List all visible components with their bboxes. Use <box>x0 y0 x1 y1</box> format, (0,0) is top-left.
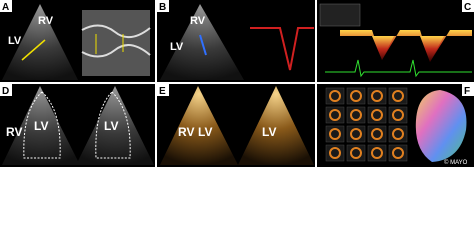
echo-fan <box>238 86 314 165</box>
m-mode-trace <box>81 44 151 58</box>
letter-box <box>462 84 474 96</box>
letter-box <box>462 0 474 12</box>
slice-ring <box>329 90 341 102</box>
slice-tile <box>367 144 387 162</box>
slice-tile <box>388 125 408 143</box>
letter-box <box>157 0 169 12</box>
slice-ring <box>371 147 383 159</box>
letter-box <box>0 0 12 12</box>
slice-tile <box>367 125 387 143</box>
slice-ring <box>392 90 404 102</box>
settings-box <box>319 3 361 27</box>
slice-ring <box>350 147 362 159</box>
slice-tile <box>388 87 408 105</box>
panel-letter: E <box>159 86 166 97</box>
chamber-label: RV <box>6 125 22 139</box>
slice-tile <box>388 144 408 162</box>
slice-ring <box>329 128 341 140</box>
slice-ring <box>371 128 383 140</box>
slice-tile <box>367 106 387 124</box>
slice-ring <box>371 109 383 121</box>
chamber-label: LV <box>198 125 212 139</box>
doppler-trace <box>250 27 314 71</box>
panel-letter: C <box>464 2 471 13</box>
slice-tile <box>346 144 366 162</box>
panel-letter: A <box>2 2 9 13</box>
panel-letter: B <box>159 2 166 13</box>
panel-b: B RV LV <box>157 0 315 82</box>
slice-ring <box>350 90 362 102</box>
slice-tile <box>346 87 366 105</box>
chamber-label: LV <box>104 119 118 133</box>
panel-f: F © MAYO <box>317 84 474 167</box>
lv-contour <box>95 91 131 159</box>
chamber-label: RV <box>178 125 194 139</box>
slice-tile <box>346 106 366 124</box>
slice-tile <box>367 87 387 105</box>
echo-fan <box>160 86 238 165</box>
heart-model <box>415 90 467 162</box>
letter-box <box>157 84 169 96</box>
slice-ring <box>350 128 362 140</box>
measure-line <box>21 39 46 61</box>
chamber-label: LV <box>34 119 48 133</box>
slice-ring <box>392 109 404 121</box>
echo-fan <box>2 4 78 80</box>
chamber-label: LV <box>170 41 184 53</box>
slice-tile <box>325 144 345 162</box>
chamber-label: RV <box>190 15 206 27</box>
panel-c: C <box>317 0 474 82</box>
panel-letter: F <box>464 86 470 97</box>
letter-box <box>0 84 12 96</box>
slice-ring <box>329 147 341 159</box>
chamber-label: LV <box>8 35 22 47</box>
ecg-trace <box>325 59 472 78</box>
echo-fan <box>2 86 80 165</box>
slice-ring <box>392 147 404 159</box>
slice-ring <box>329 109 341 121</box>
panel-letter: D <box>2 86 9 97</box>
figure: A RV LV B RV LV C D RV LV LV <box>0 0 474 167</box>
slice-tile <box>388 106 408 124</box>
slice-tile <box>325 106 345 124</box>
slice-tile <box>325 87 345 105</box>
slice-ring <box>392 128 404 140</box>
m-mode-trace <box>81 24 151 39</box>
spectral-doppler <box>372 36 444 62</box>
chamber-label: LV <box>262 125 276 139</box>
m-mode <box>82 10 150 76</box>
panel-e: E RV LV LV <box>157 84 315 167</box>
credit: © MAYO <box>444 159 468 166</box>
slice-ring <box>371 90 383 102</box>
lv-contour <box>23 91 61 159</box>
chamber-label: RV <box>38 15 54 27</box>
measure-line <box>199 34 207 56</box>
slice-tile <box>325 125 345 143</box>
panel-a: A RV LV <box>0 0 155 82</box>
panel-d: D RV LV LV <box>0 84 155 167</box>
slice-tile <box>346 125 366 143</box>
slice-ring <box>350 109 362 121</box>
